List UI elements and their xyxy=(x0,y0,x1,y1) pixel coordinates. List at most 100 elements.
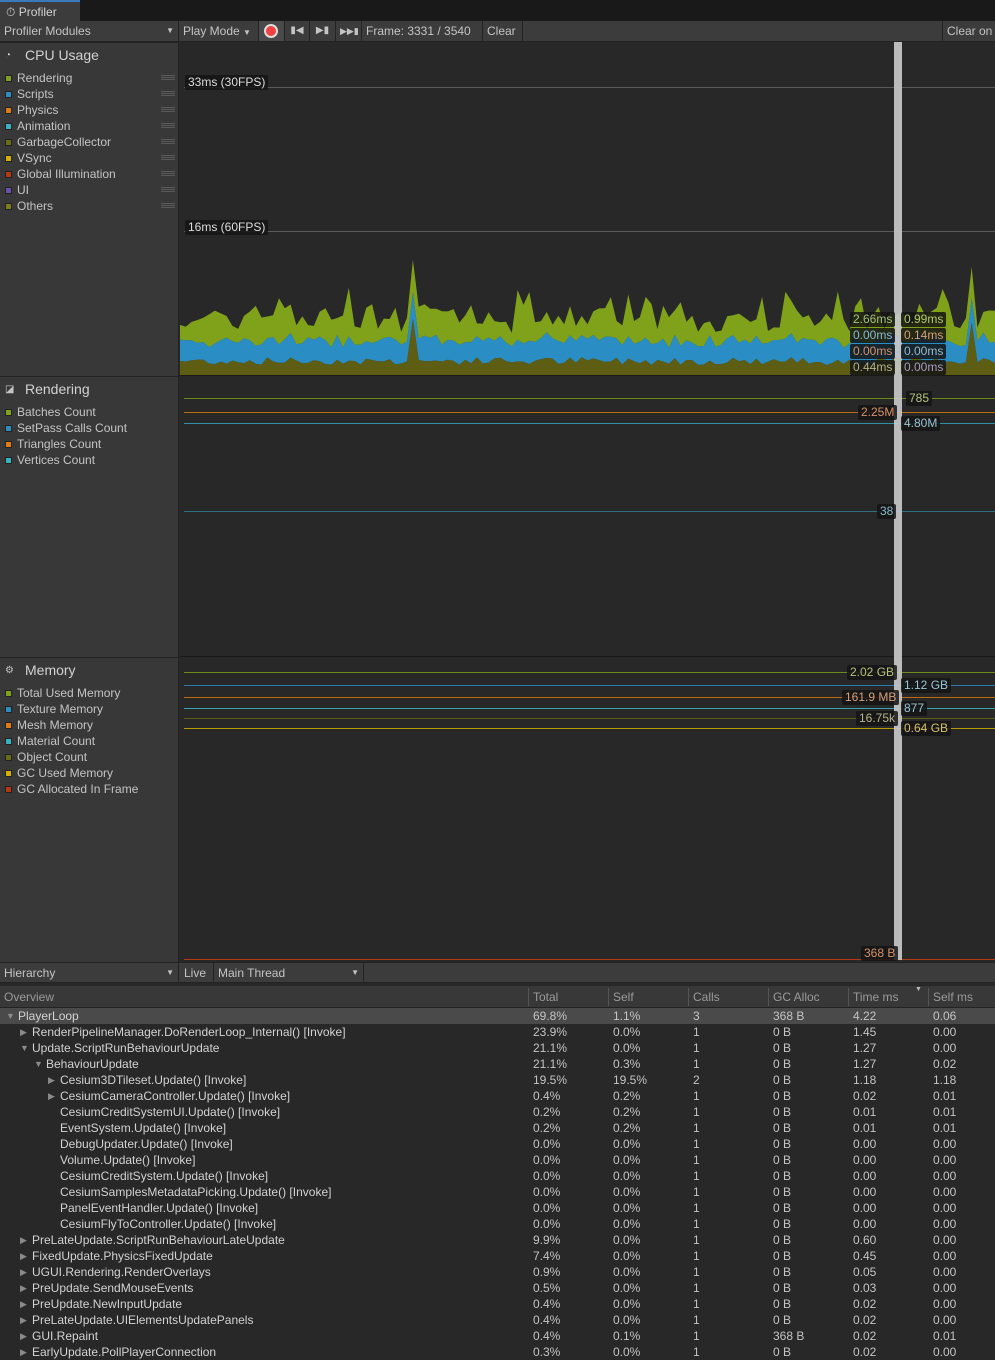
previous-frame-button[interactable]: ▮◀ xyxy=(285,21,310,41)
legend-item[interactable]: Triangles Count xyxy=(5,436,179,452)
table-row[interactable]: ▶ PreUpdate.NewInputUpdate 0.4% 0.0% 1 0 B 0.0… xyxy=(0,1296,995,1312)
legend-item[interactable]: UI xyxy=(5,182,179,198)
legend-item[interactable]: Global Illumination xyxy=(5,166,179,182)
collapsed-arrow-icon[interactable]: ▶ xyxy=(20,1283,27,1293)
collapsed-arrow-icon[interactable]: ▶ xyxy=(48,1091,55,1101)
legend-item[interactable]: Rendering xyxy=(5,70,179,86)
record-button[interactable] xyxy=(259,21,285,41)
column-header[interactable]: Time ms xyxy=(853,990,899,1004)
selected-frame-marker[interactable] xyxy=(894,42,902,960)
table-row[interactable]: Volume.Update() [Invoke] 0.0% 0.0% 1 0 B 0.00… xyxy=(0,1152,995,1168)
legend-item[interactable]: Mesh Memory xyxy=(5,717,179,733)
table-row[interactable]: ▶ UGUI.Rendering.RenderOverlays 0.9% 0.0% 1 0… xyxy=(0,1264,995,1280)
expanded-arrow-icon[interactable]: ▼ xyxy=(6,1011,15,1021)
table-row[interactable]: CesiumCreditSystemUI.Update() [Invoke] 0.… xyxy=(0,1104,995,1120)
collapsed-arrow-icon[interactable]: ▶ xyxy=(20,1299,27,1309)
expanded-arrow-icon[interactable]: ▼ xyxy=(34,1059,43,1069)
collapsed-arrow-icon[interactable]: ▶ xyxy=(20,1235,27,1245)
drag-handle-icon[interactable] xyxy=(161,91,175,96)
column-divider[interactable] xyxy=(608,988,609,1006)
column-header[interactable]: Calls xyxy=(693,990,720,1004)
table-row[interactable]: ▶ PreLateUpdate.UIElementsUpdatePanels 0.4… xyxy=(0,1312,995,1328)
column-header[interactable]: Overview xyxy=(4,990,55,1004)
table-row[interactable]: PanelEventHandler.Update() [Invoke] 0.0% 0… xyxy=(0,1200,995,1216)
drag-handle-icon[interactable] xyxy=(161,203,175,208)
legend-item[interactable]: Total Used Memory xyxy=(5,685,179,701)
current-frame-button[interactable]: ▶▶▮ xyxy=(336,21,362,41)
table-row[interactable]: ▼ BehaviourUpdate 21.1% 0.3% 1 0 B 1.27 0.02 xyxy=(0,1056,995,1072)
collapsed-arrow-icon[interactable]: ▶ xyxy=(20,1267,27,1277)
legend-item[interactable]: Object Count xyxy=(5,749,179,765)
collapsed-arrow-icon[interactable]: ▶ xyxy=(20,1315,27,1325)
collapsed-arrow-icon[interactable]: ▶ xyxy=(48,1075,55,1085)
column-header[interactable]: Self ms xyxy=(933,990,974,1004)
legend-item[interactable]: Texture Memory xyxy=(5,701,179,717)
table-row[interactable]: ▶ Cesium3DTileset.Update() [Invoke] 19.5% 1… xyxy=(0,1072,995,1088)
collapsed-arrow-icon[interactable]: ▶ xyxy=(20,1027,27,1037)
drag-handle-icon[interactable] xyxy=(161,171,175,176)
drag-handle-icon[interactable] xyxy=(161,139,175,144)
table-row[interactable]: ▶ RenderPipelineManager.DoRenderLoop_Inte… xyxy=(0,1024,995,1040)
table-row[interactable]: ▶ GUI.Repaint 0.4% 0.1% 1 368 B 0.02 0.01 xyxy=(0,1328,995,1344)
table-row[interactable]: ▼ Update.ScriptRunBehaviourUpdate 21.1% 0.0… xyxy=(0,1040,995,1056)
collapsed-arrow-icon[interactable]: ▶ xyxy=(20,1347,27,1357)
column-divider[interactable] xyxy=(768,988,769,1006)
play-mode-dropdown[interactable]: Play Mode ▼ xyxy=(179,21,259,41)
thread-dropdown[interactable]: Main Thread ▼ xyxy=(214,963,364,983)
legend-item[interactable]: Vertices Count xyxy=(5,452,179,468)
legend-item[interactable]: Others xyxy=(5,198,179,214)
column-divider[interactable] xyxy=(928,988,929,1006)
legend-item[interactable]: Physics xyxy=(5,102,179,118)
tab-profiler[interactable]: ⏱ Profiler xyxy=(0,0,80,21)
table-row[interactable]: ▶ EarlyUpdate.PollPlayerConnection 0.3% 0.0… xyxy=(0,1344,995,1360)
table-row[interactable]: ▶ PreLateUpdate.ScriptRunBehaviourLateUpd… xyxy=(0,1232,995,1248)
row-self-ms: 0.00 xyxy=(933,1281,957,1295)
table-row[interactable]: EventSystem.Update() [Invoke] 0.2% 0.2% 1 0 … xyxy=(0,1120,995,1136)
expanded-arrow-icon[interactable]: ▼ xyxy=(20,1043,29,1053)
table-row[interactable]: ▶ FixedUpdate.PhysicsFixedUpdate 7.4% 0.0% 1… xyxy=(0,1248,995,1264)
legend-item[interactable]: GC Allocated In Frame xyxy=(5,781,179,797)
profiler-modules-dropdown[interactable]: Profiler Modules ▼ xyxy=(0,21,179,41)
legend-item[interactable]: SetPass Calls Count xyxy=(5,420,179,436)
column-divider[interactable] xyxy=(848,988,849,1006)
memory-module[interactable]: ⚙ Memory Total Used Memory Texture Memory… xyxy=(0,657,179,962)
table-row[interactable]: ▶ CesiumCameraController.Update() [Invoke… xyxy=(0,1088,995,1104)
clear-button[interactable]: Clear xyxy=(483,21,523,41)
legend-item[interactable]: VSync xyxy=(5,150,179,166)
live-toggle[interactable]: Live xyxy=(180,963,214,983)
legend-item[interactable]: Animation xyxy=(5,118,179,134)
clear-on-play-button[interactable]: Clear on xyxy=(942,21,995,41)
row-name: DebugUpdater.Update() [Invoke] xyxy=(60,1137,233,1151)
next-frame-button[interactable]: ▶▮ xyxy=(310,21,336,41)
collapsed-arrow-icon[interactable]: ▶ xyxy=(20,1331,27,1341)
table-row[interactable]: ▼ PlayerLoop 69.8% 1.1% 3 368 B 4.22 0.06 xyxy=(0,1008,995,1024)
charts-area[interactable]: 33ms (30FPS) 16ms (60FPS) 2.66ms 0.00ms 0.… xyxy=(180,42,995,962)
view-type-dropdown[interactable]: Hierarchy ▼ xyxy=(0,963,179,983)
column-header[interactable]: Self xyxy=(613,990,634,1004)
column-divider[interactable] xyxy=(688,988,689,1006)
rendering-module[interactable]: ◪ Rendering Batches Count SetPass Calls C… xyxy=(0,376,179,657)
drag-handle-icon[interactable] xyxy=(161,75,175,80)
drag-handle-icon[interactable] xyxy=(161,187,175,192)
legend-item[interactable]: Material Count xyxy=(5,733,179,749)
legend-item[interactable]: GarbageCollector xyxy=(5,134,179,150)
table-row[interactable]: DebugUpdater.Update() [Invoke] 0.0% 0.0% 1 0… xyxy=(0,1136,995,1152)
table-row[interactable]: ▶ PreUpdate.SendMouseEvents 0.5% 0.0% 1 0 B 0.… xyxy=(0,1280,995,1296)
column-divider[interactable] xyxy=(528,988,529,1006)
column-header[interactable]: GC Alloc xyxy=(773,990,820,1004)
legend-item[interactable]: Scripts xyxy=(5,86,179,102)
drag-handle-icon[interactable] xyxy=(161,155,175,160)
legend-label: Triangles Count xyxy=(17,437,102,451)
drag-handle-icon[interactable] xyxy=(161,107,175,112)
column-header[interactable]: Total xyxy=(533,990,559,1004)
cpu-module[interactable]: ◔ CPU Usage Rendering Scripts Physics Anima… xyxy=(0,42,179,376)
legend-item[interactable]: Batches Count xyxy=(5,404,179,420)
table-row[interactable]: CesiumFlyToController.Update() [Invoke] 0… xyxy=(0,1216,995,1232)
table-row[interactable]: CesiumCreditSystem.Update() [Invoke] 0.0%… xyxy=(0,1168,995,1184)
drag-handle-icon[interactable] xyxy=(161,123,175,128)
legend-label: Others xyxy=(17,199,54,213)
row-self-ms: 0.00 xyxy=(933,1233,957,1247)
collapsed-arrow-icon[interactable]: ▶ xyxy=(20,1251,27,1261)
legend-item[interactable]: GC Used Memory xyxy=(5,765,179,781)
table-row[interactable]: CesiumSamplesMetadataPicking.Update() [I… xyxy=(0,1184,995,1200)
